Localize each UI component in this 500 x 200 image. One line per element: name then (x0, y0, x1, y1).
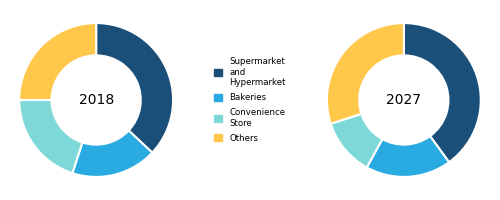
Wedge shape (96, 23, 173, 153)
Wedge shape (404, 23, 481, 162)
Wedge shape (367, 136, 449, 177)
Wedge shape (330, 114, 382, 167)
Wedge shape (19, 100, 82, 173)
Wedge shape (19, 23, 96, 100)
Wedge shape (72, 131, 152, 177)
Wedge shape (327, 23, 404, 124)
Text: 2027: 2027 (386, 93, 422, 107)
Legend: Supermarket
and
Hypermarket, Bakeries, Convenience
Store, Others: Supermarket and Hypermarket, Bakeries, C… (214, 56, 286, 144)
Text: 2018: 2018 (78, 93, 114, 107)
